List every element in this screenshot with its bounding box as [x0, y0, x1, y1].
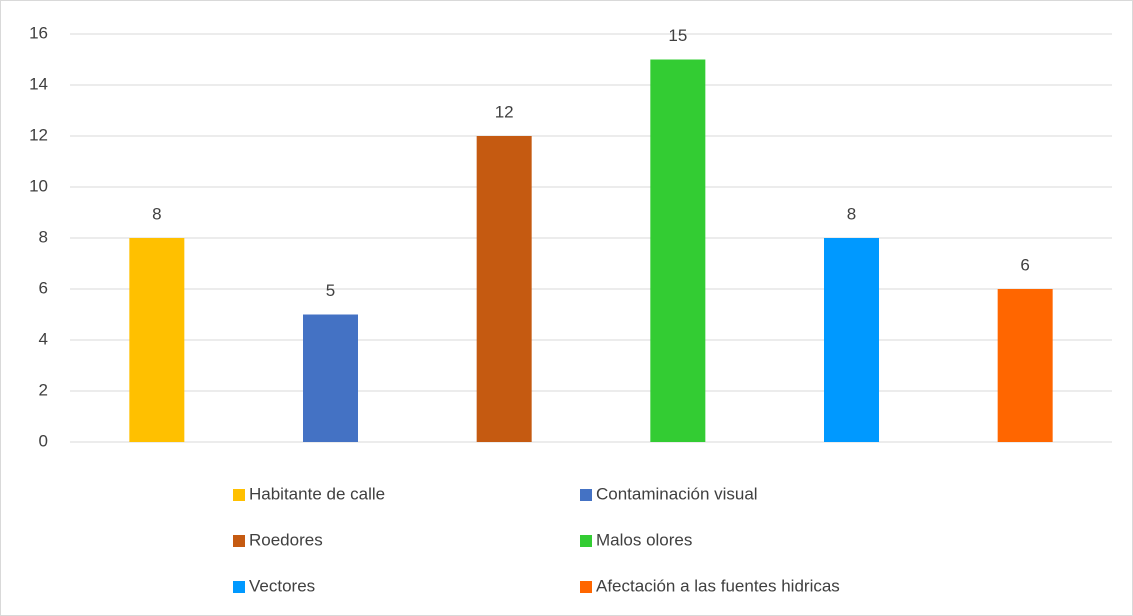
y-tick-label: 14	[29, 74, 48, 93]
y-tick-label: 0	[39, 431, 48, 450]
y-tick-label: 10	[29, 176, 48, 195]
legend-label: Contaminación visual	[596, 484, 758, 503]
legend-label: Vectores	[249, 576, 315, 595]
data-label: 8	[847, 204, 856, 223]
legend-swatch	[233, 535, 245, 547]
data-label: 5	[326, 281, 335, 300]
legend-swatch	[233, 489, 245, 501]
legend-label: Roedores	[249, 530, 323, 549]
legend-label: Habitante de calle	[249, 484, 385, 503]
data-label: 12	[495, 102, 514, 121]
legend-swatch	[580, 535, 592, 547]
y-tick-label: 4	[39, 329, 48, 348]
y-tick-label: 6	[39, 278, 48, 297]
y-tick-label: 16	[29, 23, 48, 42]
bar	[824, 238, 879, 442]
legend-label: Afectación a las fuentes hidricas	[596, 576, 840, 595]
data-label: 15	[668, 26, 687, 45]
bar	[129, 238, 185, 442]
y-tick-label: 2	[39, 380, 48, 399]
legend-label: Malos olores	[596, 530, 692, 549]
bar	[997, 289, 1053, 442]
bar	[476, 136, 532, 442]
bar	[303, 314, 358, 442]
data-label: 8	[152, 204, 161, 223]
data-label: 6	[1020, 255, 1029, 274]
y-tick-label: 12	[29, 125, 48, 144]
bar	[650, 59, 706, 442]
legend-swatch	[233, 581, 245, 593]
legend-swatch	[580, 489, 592, 501]
y-tick-label: 8	[39, 227, 48, 246]
legend-swatch	[580, 581, 592, 593]
